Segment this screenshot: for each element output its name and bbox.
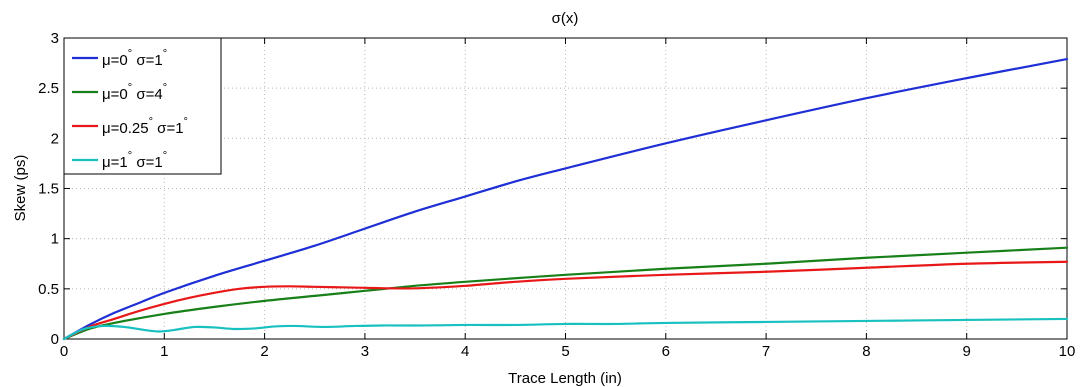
y-axis-label: Skew (ps) — [12, 155, 29, 222]
legend-label: μ=0.25° σ=1° — [102, 116, 188, 137]
series-line-1 — [62, 57, 1069, 341]
x-tick-label: 6 — [662, 343, 670, 360]
x-tick-label: 4 — [461, 343, 469, 360]
y-tick-label: 0 — [51, 331, 59, 348]
y-tick-label: 2 — [51, 130, 59, 147]
y-tick-label: 0.5 — [38, 281, 59, 298]
x-axis-label: Trace Length (in) — [508, 370, 622, 387]
x-tick-label: 0 — [60, 343, 68, 360]
series-lines — [62, 57, 1069, 341]
chart-title: σ(x) — [552, 10, 579, 27]
legend-box — [63, 37, 222, 175]
series-line-4 — [62, 317, 1069, 341]
y-tick-label: 1.5 — [38, 181, 59, 198]
x-tick-label: 2 — [260, 343, 268, 360]
x-tick-label: 8 — [862, 343, 870, 360]
legend: μ=0° σ=1° μ=0° σ=4° μ=0.25° σ=1° μ=1° σ=1° — [63, 37, 222, 175]
y-tick-label: 3 — [51, 30, 59, 47]
x-tick-label: 10 — [1059, 343, 1076, 360]
x-tick-label: 1 — [160, 343, 168, 360]
x-tick-label: 5 — [561, 343, 569, 360]
y-tick-label: 1 — [51, 231, 59, 248]
legend-label: μ=1° σ=1° — [102, 150, 167, 171]
x-tick-label: 3 — [361, 343, 369, 360]
series-line-2 — [62, 246, 1069, 341]
series-line-3 — [62, 260, 1069, 341]
y-tick-label: 2.5 — [38, 80, 59, 97]
legend-entry-3: μ=0.25° σ=1° — [72, 116, 188, 137]
legend-label: μ=0° σ=1° — [102, 48, 167, 69]
legend-entry-1: μ=0° σ=1° — [72, 48, 167, 69]
x-tick-label: 7 — [762, 343, 770, 360]
axis-ticks: 0 1 2 3 4 5 6 7 8 9 10 0 0.5 1 1.5 2 2.5 3 — [38, 30, 1075, 360]
x-tick-label: 9 — [963, 343, 971, 360]
legend-entry-2: μ=0° σ=4° — [72, 82, 167, 103]
legend-label: μ=0° σ=4° — [102, 82, 167, 103]
legend-entry-4: μ=1° σ=1° — [72, 150, 167, 171]
